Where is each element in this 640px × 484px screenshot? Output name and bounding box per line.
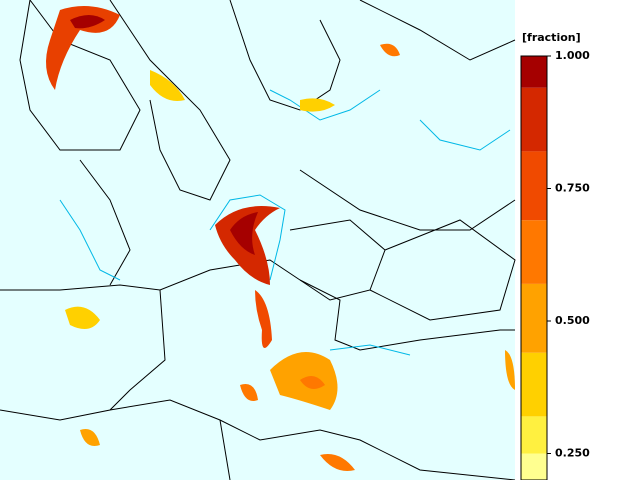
tick-label: 0.500 [555, 314, 590, 327]
tick-label: 1.000 [555, 49, 590, 62]
color-bin [521, 220, 547, 284]
color-bin [521, 453, 547, 480]
color-bin [521, 151, 547, 221]
legend: [fraction] 1.000 0.750 0.500 0.250 [520, 31, 590, 481]
color-bin [521, 416, 547, 454]
legend-title: [fraction] [522, 31, 581, 44]
color-bin [521, 283, 547, 353]
color-bin [521, 87, 547, 152]
tick-label: 0.250 [555, 447, 590, 460]
coastlines [59, 89, 511, 356]
tick-label: 0.750 [555, 182, 590, 195]
color-bin [521, 352, 547, 417]
fraction-patches [46, 6, 515, 471]
map [0, 0, 516, 481]
color-bin [521, 56, 547, 88]
